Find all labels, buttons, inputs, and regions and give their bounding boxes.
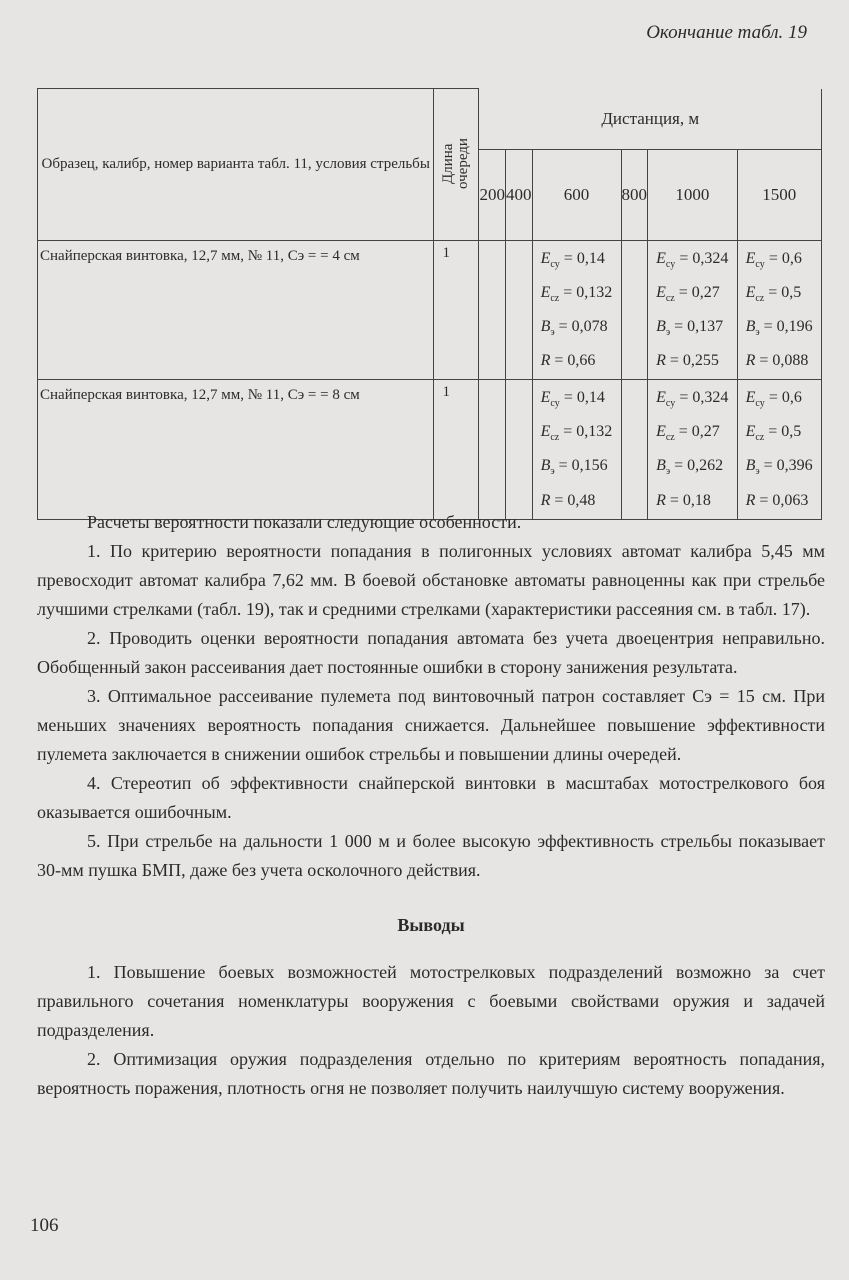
value-line: Bэ = 0,196 (745, 317, 813, 339)
value-line: Bэ = 0,396 (745, 457, 813, 478)
value-line: Bэ = 0,262 (656, 457, 724, 478)
paragraph: 3. Оптимальное рассеивание пулемета под … (37, 686, 825, 764)
value-cell: Ecy = 0,14 Ecz = 0,132 Bэ = 0,078 R = 0,66 (531, 239, 622, 381)
sample-cell: Снайперская винтовка, 12,7 мм, № 11, Cэ … (36, 239, 435, 381)
value-list: Ecy = 0,14 Ecz = 0,132 Bэ = 0,156 R = 0,48 (533, 380, 621, 519)
body-text: Расчеты вероятности показали следующие о… (37, 508, 825, 1103)
paragraph: 2. Проводить оценки вероятности попадани… (37, 628, 825, 677)
table-row: Снайперская винтовка, 12,7 мм, № 11, Cэ … (36, 239, 823, 381)
value-line: Ecz = 0,27 (656, 423, 720, 444)
value-cell (505, 379, 533, 520)
value-line: Ecy = 0,324 (656, 249, 729, 270)
value-line: Ecz = 0,5 (745, 283, 802, 304)
value-cell (478, 239, 507, 381)
value-line: Ecy = 0,6 (745, 389, 802, 410)
value-line: R = 0,255 (656, 352, 719, 370)
value-cell (505, 239, 533, 381)
value-list: Ecy = 0,6 Ecz = 0,5 Bэ = 0,196 R = 0,088 (738, 241, 821, 380)
sample-cell: Снайперская винтовка, 12,7 мм, № 11, Cэ … (36, 379, 435, 520)
value-cell (620, 379, 649, 520)
paragraph: 1. По критерию вероятности попадания в п… (37, 541, 825, 619)
value-cell: Ecy = 0,324 Ecz = 0,27 Bэ = 0,262 R = 0,18 (647, 379, 738, 520)
value-list: Ecy = 0,324 Ecz = 0,27 Bэ = 0,262 R = 0,18 (648, 380, 737, 519)
distance-header: Дистанция, м (478, 88, 822, 150)
running-title: Окончание табл. 19 (646, 22, 807, 43)
sample-column-header: Образец, калибр, номер варианта табл. 11… (36, 88, 435, 241)
value-line: Bэ = 0,137 (656, 317, 724, 339)
value-line: R = 0,088 (745, 352, 809, 370)
value-cell (620, 239, 649, 381)
value-list: Ecy = 0,324 Ecz = 0,27 Bэ = 0,137 R = 0,255 (648, 241, 737, 380)
length-header-text: Длина очереди (440, 138, 472, 190)
value-line: R = 0,18 (656, 491, 711, 509)
value-line: Ecy = 0,6 (745, 249, 802, 270)
distance-column-header: 400 (505, 148, 533, 241)
distance-column-header: 800 (620, 148, 649, 241)
value-line: Bэ = 0,078 (540, 317, 608, 339)
value-line: Ecz = 0,132 (540, 423, 613, 444)
value-line: Ecy = 0,14 (540, 389, 605, 410)
distance-column-header: 1500 (736, 148, 823, 241)
paragraph: 4. Стереотип об эффективности снайперско… (37, 773, 825, 822)
paragraph: 5. При стрельбе на дальности 1 000 м и б… (37, 831, 825, 880)
section-title: Выводы (397, 915, 465, 935)
value-line: Ecz = 0,132 (540, 283, 613, 304)
length-cell: 1 (433, 239, 480, 381)
value-line: Ecz = 0,5 (745, 423, 802, 444)
value-line: Bэ = 0,156 (540, 457, 608, 478)
value-cell: Ecy = 0,6 Ecz = 0,5 Bэ = 0,196 R = 0,088 (736, 239, 823, 381)
page-number: 106 (30, 1215, 59, 1236)
value-line: Ecy = 0,324 (656, 389, 729, 410)
length-column-header: Длина очереди (433, 88, 480, 241)
length-cell: 1 (433, 379, 480, 520)
value-line: R = 0,063 (745, 491, 809, 509)
paragraph: Расчеты вероятности показали следующие о… (87, 512, 522, 532)
value-cell: Ecy = 0,324 Ecz = 0,27 Bэ = 0,137 R = 0,255 (647, 239, 738, 381)
value-line: Ecz = 0,27 (656, 283, 720, 304)
distance-column-header: 200 (478, 148, 507, 241)
value-cell: Ecy = 0,14 Ecz = 0,132 Bэ = 0,156 R = 0,48 (531, 379, 622, 520)
value-line: R = 0,66 (540, 352, 596, 370)
conclusion-paragraph: 1. Повышение боевых возможностей мотостр… (37, 962, 825, 1040)
table-row: Снайперская винтовка, 12,7 мм, № 11, Cэ … (36, 379, 823, 520)
value-list: Ecy = 0,6 Ecz = 0,5 Bэ = 0,396 R = 0,063 (738, 380, 821, 519)
distance-column-header: 600 (531, 148, 622, 241)
value-list: Ecy = 0,14 Ecz = 0,132 Bэ = 0,078 R = 0,66 (533, 241, 621, 380)
value-line: R = 0,48 (540, 491, 596, 509)
value-cell (478, 379, 507, 520)
value-line: Ecy = 0,14 (540, 249, 605, 270)
conclusion-paragraph: 2. Оптимизация оружия подразделения отде… (37, 1049, 825, 1098)
distance-column-header: 1000 (647, 148, 738, 241)
results-table: Образец, калибр, номер варианта табл. 11… (36, 88, 823, 520)
value-cell: Ecy = 0,6 Ecz = 0,5 Bэ = 0,396 R = 0,063 (736, 379, 823, 520)
